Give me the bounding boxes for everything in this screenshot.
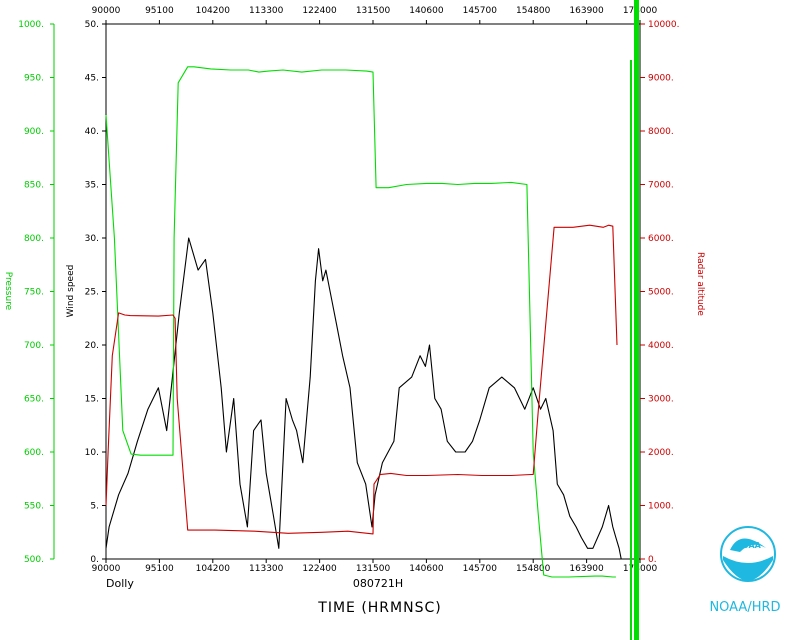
- pressure-tick-label: 750.: [24, 288, 44, 298]
- altitude-tick-label: 8000.: [648, 127, 674, 137]
- altitude-axis-title: Radar altitude: [695, 252, 705, 316]
- noaa-emblem-text: NOAA: [735, 541, 761, 550]
- wind-tick-label: 0.: [90, 555, 99, 565]
- noaa-hrd-caption: NOAA/HRD: [709, 600, 780, 615]
- x-tick-label-bottom: 104200: [196, 564, 231, 574]
- altitude-tick-label: 2000.: [648, 448, 674, 458]
- noaa-emblem-bird: [730, 538, 766, 552]
- date-label: 080721H: [353, 577, 403, 590]
- x-tick-label-top: 154800: [516, 6, 551, 16]
- pressure-edge-bar-rect: [634, 0, 639, 640]
- wind-tick-label: 15.: [85, 395, 99, 405]
- wind-tick-label: 5.: [90, 502, 99, 512]
- pressure-tick-label: 1000.: [18, 20, 44, 30]
- pressure-tick-label: 900.: [24, 127, 44, 137]
- x-tick-label-top: 90000: [92, 6, 121, 16]
- wind-axis-title: Wind speed: [66, 265, 76, 318]
- pressure-tick-label: 800.: [24, 234, 44, 244]
- pressure-tick-label: 700.: [24, 341, 44, 351]
- wind-tick-label: 35.: [85, 181, 99, 191]
- x-tick-label-bottom: 95100: [145, 564, 174, 574]
- pressure-axis: 500. 550. 600. 650. 700. 750. 800. 850. 900. 950.…: [3, 20, 55, 565]
- pressure-tick-label: 650.: [24, 395, 44, 405]
- noaa-logo: NOAA NOAA/HRD: [709, 526, 781, 615]
- wind-tick-label: 25.: [85, 288, 99, 298]
- x-tick-label-bottom: 163900: [569, 564, 604, 574]
- pressure-tick-label: 950.: [24, 74, 44, 84]
- x-tick-label-top: 145700: [463, 6, 498, 16]
- pressure-edge-bar: [630, 0, 639, 640]
- pressure-tick-label: 550.: [24, 502, 44, 512]
- altitude-tick-label: 4000.: [648, 341, 674, 351]
- x-tick-label-bottom: 113300: [249, 564, 284, 574]
- altitude-tick-label: 5000.: [648, 288, 674, 298]
- noaa-emblem-wave: [723, 556, 773, 581]
- altitude-tick-label: 9000.: [648, 74, 674, 84]
- altitude-axis: 0. 1000. 2000. 3000. 4000. 5000. 6000. 7000. 800…: [640, 20, 705, 565]
- series-line-radar-altitude: [105, 224, 618, 535]
- series-line-pressure: [105, 66, 616, 578]
- wind-ticks: 0. 5. 10. 15. 20. 25. 30. 35. 40. 45. 50.: [85, 20, 106, 565]
- wind-tick-label: 20.: [85, 341, 99, 351]
- pressure-ticks: 500. 550. 600. 650. 700. 750. 800. 850. 900. 950.…: [18, 20, 54, 565]
- wind-tick-label: 10.: [85, 448, 99, 458]
- wind-tick-label: 50.: [85, 20, 99, 30]
- altitude-tick-label: 1000.: [648, 502, 674, 512]
- x-ticks-bottom: 90000 95100 104200 113300 122400 131500 140600…: [92, 559, 658, 574]
- wind-tick-label: 40.: [85, 127, 99, 137]
- x-tick-label-bottom: 154800: [516, 564, 551, 574]
- x-tick-label-top: 163900: [569, 6, 604, 16]
- wind-tick-label: 30.: [85, 234, 99, 244]
- x-tick-label-top: 131500: [356, 6, 391, 16]
- x-tick-label-bottom: 90000: [92, 564, 121, 574]
- wind-tick-label: 45.: [85, 74, 99, 84]
- x-tick-label-bottom: 145700: [463, 564, 498, 574]
- x-axis-title: TIME (HRMNSC): [317, 600, 441, 616]
- pressure-tick-label: 600.: [24, 448, 44, 458]
- x-tick-label-top: 140600: [409, 6, 444, 16]
- altitude-tick-label: 6000.: [648, 234, 674, 244]
- series-layer: [105, 66, 622, 578]
- wind-axis: 0. 5. 10. 15. 20. 25. 30. 35. 40. 45. 50. Wind spe…: [66, 20, 106, 565]
- x-tick-label-top: 104200: [196, 6, 231, 16]
- x-tick-label-bottom: 122400: [302, 564, 337, 574]
- altitude-ticks: 0. 1000. 2000. 3000. 4000. 5000. 6000. 7000. 800…: [640, 20, 680, 565]
- x-ticks-top: 90000 95100 104200 113300 122400 131500 140600…: [92, 6, 658, 24]
- plot-border: [105, 23, 641, 560]
- x-tick-label-bottom: 131500: [356, 564, 391, 574]
- x-tick-label-top: 173000: [623, 6, 658, 16]
- x-tick-label-bottom: 173000: [623, 564, 658, 574]
- x-tick-label-top: 113300: [249, 6, 284, 16]
- altitude-tick-label: 0.: [648, 555, 657, 565]
- series-line-wind: [105, 237, 622, 560]
- plot-frame: [105, 23, 641, 560]
- altitude-tick-label: 10000.: [648, 20, 680, 30]
- altitude-tick-label: 7000.: [648, 181, 674, 191]
- altitude-tick-label: 3000.: [648, 395, 674, 405]
- x-tick-label-top: 95100: [145, 6, 174, 16]
- storm-name: Dolly: [106, 577, 134, 590]
- x-tick-label-bottom: 140600: [409, 564, 444, 574]
- pressure-tick-label: 500.: [24, 555, 44, 565]
- x-tick-label-top: 122400: [302, 6, 337, 16]
- pressure-axis-title: Pressure: [3, 272, 13, 311]
- pressure-tick-label: 850.: [24, 181, 44, 191]
